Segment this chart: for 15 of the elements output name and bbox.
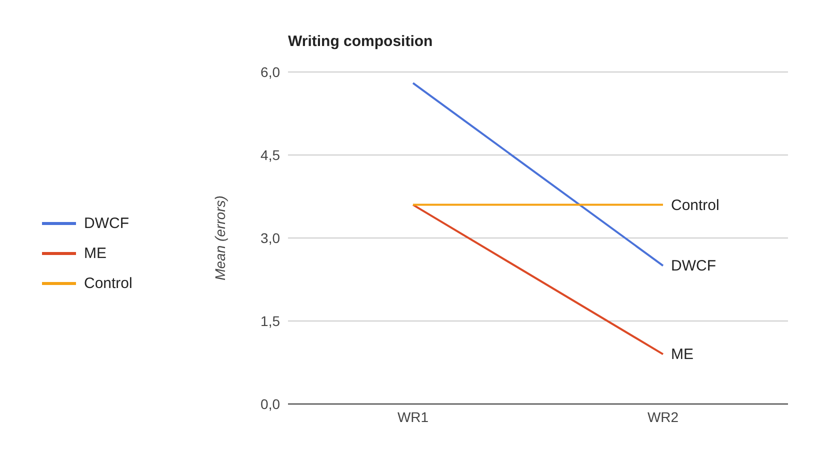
y-tick-label: 1,5 <box>260 312 280 329</box>
text: DWCF <box>671 258 716 275</box>
y-tick-label: 6,0 <box>260 64 280 80</box>
legend-label: Control <box>84 274 132 292</box>
y-tick-label: 3,0 <box>260 230 280 246</box>
x-tick-label: WR2 <box>647 408 679 425</box>
y-tick-label: 0,0 <box>260 396 280 412</box>
legend-label: DWCF <box>84 214 129 232</box>
x-tick-label: WR1 <box>397 408 429 425</box>
chart-title: Writing composition <box>288 33 433 50</box>
text: ME <box>671 346 694 364</box>
y-tick-label: 4,5 <box>260 146 280 163</box>
y-axis-title: Mean (errors) <box>212 196 228 280</box>
legend-label: ME <box>84 244 106 262</box>
text: Control <box>671 196 720 214</box>
